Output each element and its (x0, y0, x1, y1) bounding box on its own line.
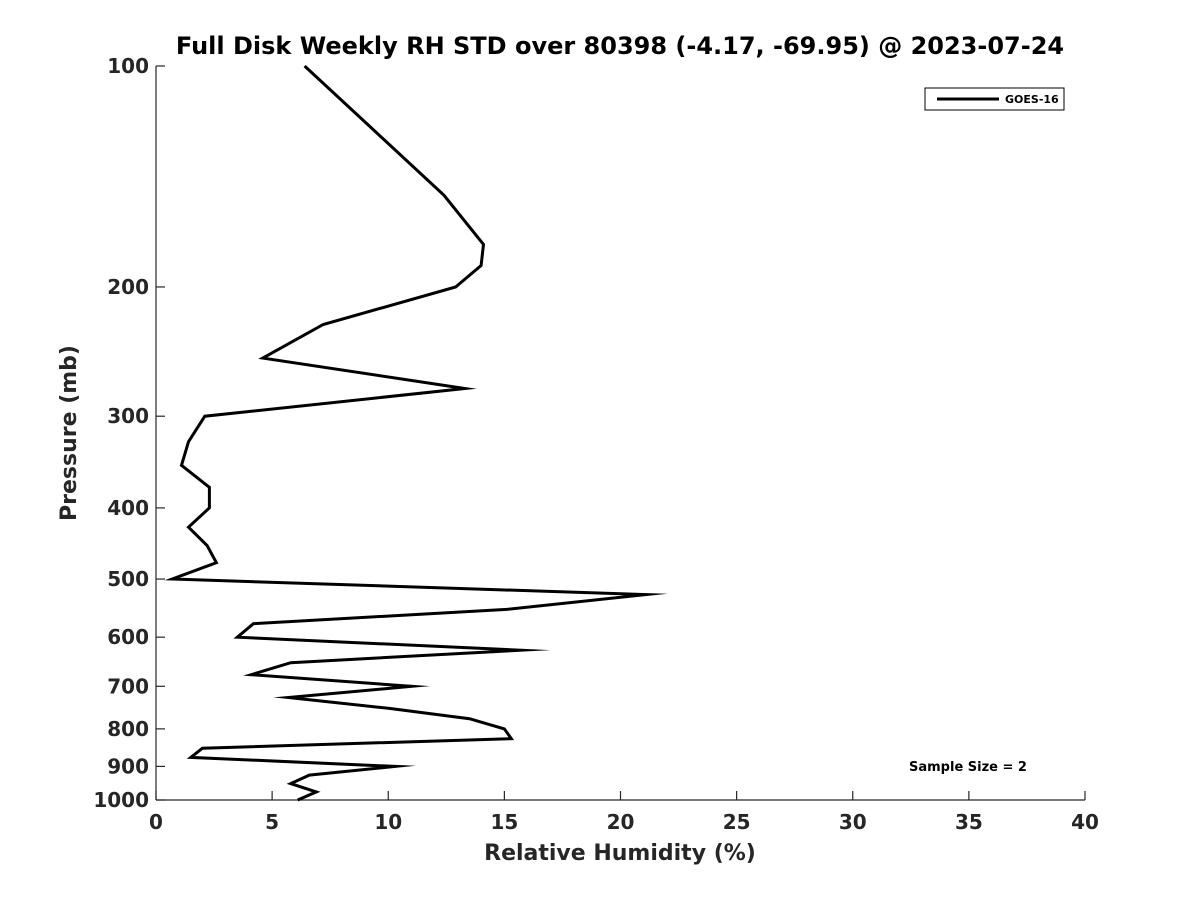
rh-std-profile-chart: 0 5 10 15 20 25 30 35 40 100 200 300 400 500 600 700 80… (0, 0, 1200, 900)
x-tick-label-15: 15 (490, 810, 518, 834)
y-tick-label-800: 800 (107, 717, 149, 741)
y-tick-label-900: 900 (107, 754, 149, 778)
series-layer (172, 66, 646, 800)
x-tick-label-35: 35 (955, 810, 983, 834)
y-axis-label: Pressure (mb) (57, 345, 82, 521)
y-tick-label-200: 200 (107, 275, 149, 299)
y-tick-label-600: 600 (107, 625, 149, 649)
x-tick-label-5: 5 (265, 810, 279, 834)
legend: GOES-16 (925, 88, 1064, 110)
x-tick-label-25: 25 (723, 810, 751, 834)
sample-size-annotation: Sample Size = 2 (909, 760, 1027, 775)
x-tick-label-20: 20 (607, 810, 635, 834)
x-axis-ticks: 0 5 10 15 20 25 30 35 40 (149, 791, 1099, 834)
y-tick-label-500: 500 (107, 567, 149, 591)
y-tick-label-400: 400 (107, 496, 149, 520)
y-tick-label-100: 100 (107, 54, 149, 78)
axes (156, 66, 1085, 800)
legend-entry-goes-16: GOES-16 (1005, 93, 1059, 106)
x-tick-label-10: 10 (374, 810, 402, 834)
series-line-goes-16 (172, 66, 646, 800)
y-tick-label-700: 700 (107, 674, 149, 698)
x-tick-label-30: 30 (839, 810, 867, 834)
y-axis-ticks: 100 200 300 400 500 600 700 800 900 1000 (93, 54, 165, 812)
y-tick-label-1000: 1000 (93, 788, 149, 812)
x-tick-label-40: 40 (1071, 810, 1099, 834)
x-axis-label: Relative Humidity (%) (484, 841, 756, 866)
y-tick-label-300: 300 (107, 404, 149, 428)
chart-title: Full Disk Weekly RH STD over 80398 (-4.1… (176, 32, 1064, 60)
x-tick-label-0: 0 (149, 810, 163, 834)
